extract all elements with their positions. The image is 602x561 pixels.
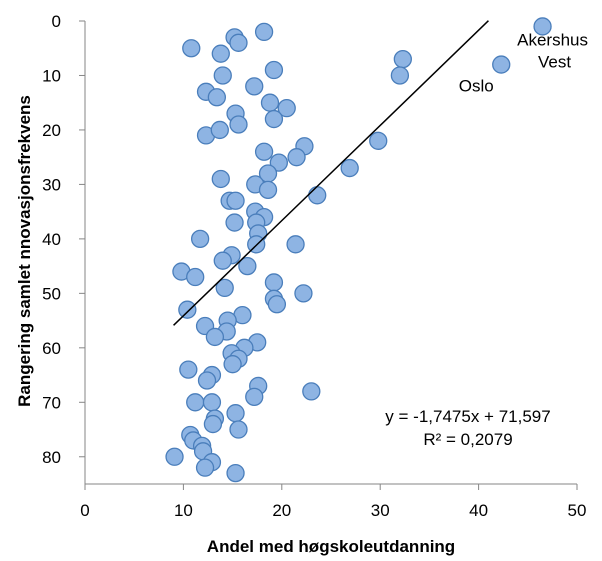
- data-point: [190, 229, 210, 249]
- data-point: [390, 66, 410, 85]
- x-tick-label: 10: [174, 501, 193, 520]
- data-point: [226, 191, 245, 210]
- data-point: [492, 55, 511, 74]
- regression-equation: y = -1,7475x + 71,597: [385, 407, 550, 426]
- data-point: [210, 120, 229, 140]
- r-squared-label: R² = 0,2079: [423, 430, 512, 449]
- data-point: [238, 256, 257, 276]
- data-point: [294, 284, 313, 303]
- data-point: [207, 88, 227, 107]
- x-tick-label: 30: [371, 501, 390, 520]
- data-point: [264, 273, 284, 292]
- data-point: [197, 371, 217, 390]
- point-labels: Akershus Vest Oslo: [459, 30, 588, 95]
- data-point: [182, 39, 201, 58]
- y-tick-label: 60: [42, 339, 61, 358]
- data-point: [178, 300, 197, 319]
- data-point: [211, 44, 230, 63]
- data-point: [533, 17, 552, 36]
- x-tick-label: 40: [469, 501, 488, 520]
- point-label: Akershus: [517, 30, 588, 49]
- data-point: [308, 186, 327, 205]
- y-axis-title: Rangering samlet nnovasjonsfrekvens: [15, 95, 34, 407]
- data-point: [195, 458, 215, 477]
- trendline: [173, 20, 489, 326]
- x-axis-title: Andel med høgskoleutdanning: [207, 537, 455, 556]
- point-label: Vest: [538, 52, 571, 71]
- data-point: [258, 180, 278, 200]
- data-point: [205, 327, 225, 347]
- data-point: [302, 382, 321, 401]
- data-point: [202, 393, 222, 412]
- x-axis-ticks: 0 10 20 30 40 50: [80, 484, 586, 520]
- data-point: [264, 109, 284, 129]
- data-points: [165, 17, 552, 483]
- y-tick-label: 80: [42, 448, 61, 467]
- data-point: [186, 267, 205, 287]
- data-point: [277, 99, 296, 118]
- y-tick-label: 40: [42, 230, 61, 249]
- data-point: [269, 153, 288, 172]
- data-point: [254, 22, 274, 42]
- point-label: Oslo: [459, 77, 494, 96]
- data-point: [286, 235, 305, 254]
- data-point: [213, 251, 232, 270]
- data-point: [215, 278, 234, 298]
- y-tick-label: 20: [42, 121, 61, 140]
- data-point: [213, 66, 232, 85]
- data-point: [229, 115, 248, 134]
- data-point: [245, 387, 264, 406]
- x-tick-label: 50: [568, 501, 587, 520]
- data-point: [211, 169, 230, 189]
- data-point: [203, 414, 223, 434]
- data-point: [393, 49, 412, 69]
- data-point: [264, 60, 284, 80]
- data-point: [226, 463, 245, 483]
- x-tick-label: 0: [80, 501, 89, 520]
- axes: [84, 21, 577, 485]
- data-point: [223, 355, 242, 374]
- y-axis-ticks: 0 10 20 30 40 50 60 70 80: [42, 12, 85, 467]
- y-tick-label: 30: [42, 175, 61, 194]
- y-tick-label: 0: [52, 12, 61, 31]
- data-point: [179, 360, 198, 379]
- y-tick-label: 50: [42, 284, 61, 303]
- data-point: [260, 93, 280, 112]
- y-tick-label: 10: [42, 66, 61, 85]
- data-point: [340, 158, 359, 178]
- data-point: [229, 420, 248, 439]
- data-point: [226, 404, 245, 423]
- data-point: [245, 77, 264, 96]
- data-point: [287, 148, 306, 167]
- data-point: [165, 447, 184, 466]
- data-point: [369, 131, 388, 150]
- data-point: [254, 142, 274, 161]
- data-point: [267, 295, 287, 314]
- y-tick-label: 70: [42, 393, 61, 412]
- data-point: [225, 213, 244, 232]
- data-point: [186, 393, 205, 412]
- data-point: [229, 33, 248, 52]
- x-tick-label: 20: [272, 501, 291, 520]
